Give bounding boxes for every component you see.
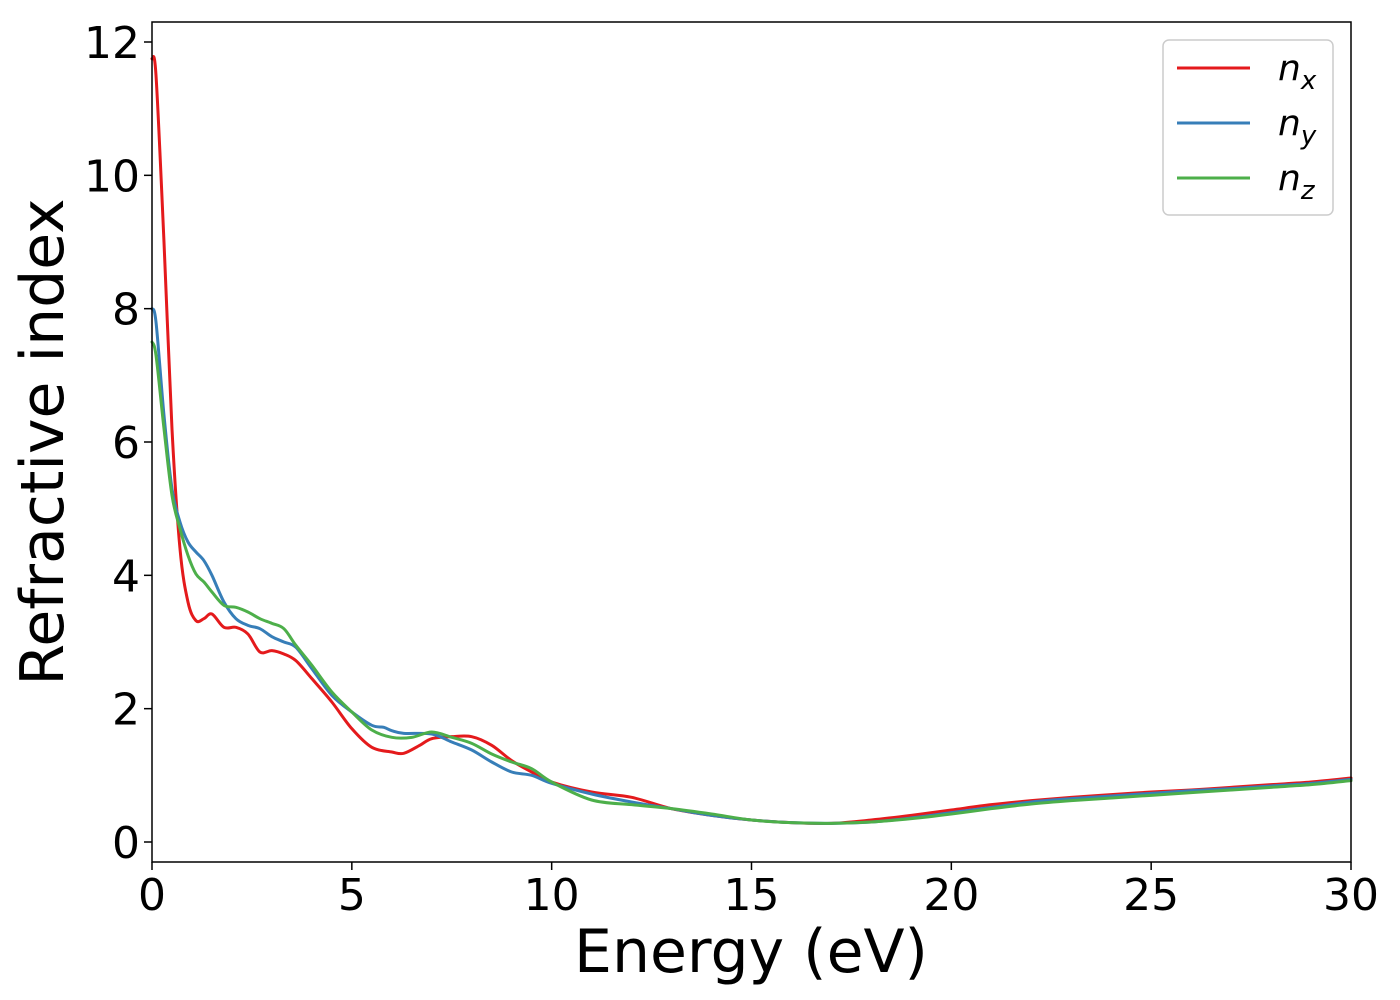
x-tick-label: 0 xyxy=(138,870,166,921)
series-layer xyxy=(150,55,1353,825)
legend-label-z: nz xyxy=(1278,158,1316,206)
x-tick-label: 10 xyxy=(524,870,580,921)
y-tick-label: 12 xyxy=(84,18,140,69)
legend-label-y: ny xyxy=(1278,103,1317,151)
series-line-y xyxy=(150,307,1353,825)
x-tick-label: 15 xyxy=(724,870,780,921)
legend-label-x: nx xyxy=(1278,48,1317,96)
x-axis-label: Energy (eV) xyxy=(574,917,928,987)
y-tick-label: 4 xyxy=(112,551,140,602)
x-tick-label: 20 xyxy=(923,870,979,921)
y-tick-label: 6 xyxy=(112,418,140,469)
y-tick-label: 0 xyxy=(112,818,140,869)
x-tick-label: 30 xyxy=(1323,870,1379,921)
legend-box xyxy=(1162,39,1334,216)
legend: nx ny nz xyxy=(1162,39,1334,216)
y-axis-label: Refractive index xyxy=(8,198,78,685)
y-tick-label: 2 xyxy=(112,685,140,736)
x-tick-label: 5 xyxy=(338,870,366,921)
y-tick-label: 10 xyxy=(84,151,140,202)
series-line-z xyxy=(150,340,1353,825)
x-tick-label: 25 xyxy=(1123,870,1179,921)
y-tick-label: 8 xyxy=(112,285,140,336)
ticks-layer: 0 5 10 15 20 25 30 0 2 4 6 8 10 12 xyxy=(84,18,1379,921)
